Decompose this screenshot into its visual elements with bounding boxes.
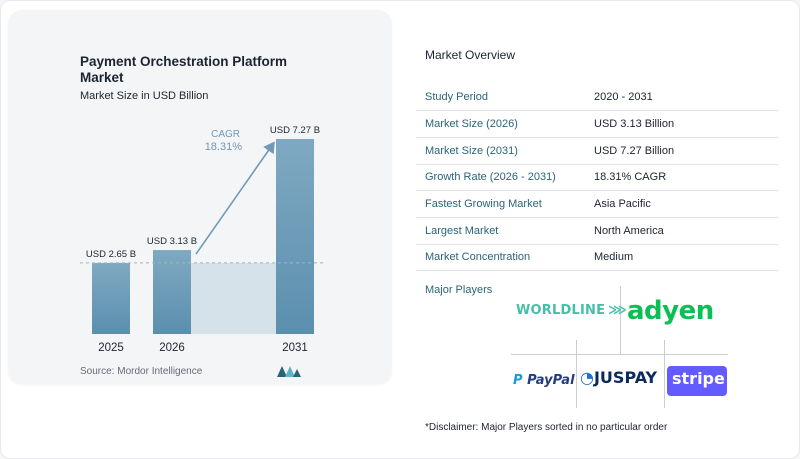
growth-shade (191, 262, 276, 334)
chart-title: Payment Orchestration Platform Market (80, 54, 288, 85)
paypal-logo-text: PayPal (527, 373, 575, 388)
overview-key: Fastest Growing Market (416, 190, 586, 218)
adyen-logo: adyen (627, 296, 714, 326)
overview-value: Medium (586, 244, 778, 272)
logo-grid-divider (576, 340, 577, 408)
bar-2031 (276, 139, 314, 334)
worldline-logo-text: WORLDLINE (516, 303, 606, 318)
paypal-mark-icon: P (513, 373, 523, 388)
logo-grid-divider (664, 340, 665, 408)
logo-grid-divider (511, 354, 728, 355)
worldline-mark-icon: ⋙ (608, 303, 627, 318)
juspay-logo: ◔JUSPAY (580, 368, 657, 387)
bar-chart: USD 2.65 B USD 3.13 B USD 7.27 B 2025 2026 20… (80, 125, 326, 354)
cagr-label: CAGR (211, 129, 240, 140)
disclaimer: *Disclaimer: Major Players sorted in no … (425, 422, 668, 433)
data-label: USD 2.65 B (86, 249, 136, 260)
table-row: Market Size (2026) USD 3.13 Billion (416, 110, 778, 138)
cagr-arrow (195, 141, 275, 255)
overview-table: Study Period 2020 - 2031 Market Size (202… (416, 84, 778, 272)
stripe-logo: stripe (667, 366, 727, 396)
table-row: Study Period 2020 - 2031 (416, 84, 778, 112)
table-row: Growth Rate (2026 - 2031) 18.31% CAGR (416, 164, 778, 192)
overview-title: Market Overview (425, 48, 516, 62)
data-label: USD 7.27 B (270, 125, 320, 136)
x-tick-label: 2025 (98, 342, 124, 354)
overview-value: USD 7.27 Billion (586, 137, 778, 165)
overview-key: Growth Rate (2026 - 2031) (416, 164, 586, 192)
juspay-logo-text: JUSPAY (593, 368, 658, 387)
cagr-value: 18.31% (205, 141, 243, 153)
overview-key: Market Size (2026) (416, 110, 586, 138)
major-players-title: Major Players (425, 284, 493, 296)
worldline-logo: WORLDLINE ⋙ (516, 303, 627, 318)
overview-value: 18.31% CAGR (586, 164, 778, 192)
overview-key: Market Size (2031) (416, 137, 586, 165)
bar-2026 (153, 250, 191, 334)
juspay-mark-icon: ◔ (580, 368, 594, 387)
table-row: Market Size (2031) USD 7.27 Billion (416, 137, 778, 165)
overview-value: Asia Pacific (586, 190, 778, 218)
logo-grid-divider (620, 286, 621, 354)
data-label: USD 3.13 B (147, 236, 197, 247)
mordor-logo-icon (277, 366, 301, 377)
overview-key: Market Concentration (416, 244, 586, 272)
overview-value: USD 3.13 Billion (586, 110, 778, 138)
source-note: Source: Mordor Intelligence (80, 366, 203, 377)
table-row: Fastest Growing Market Asia Pacific (416, 190, 778, 218)
x-tick-label: 2026 (159, 342, 185, 354)
chart-subtitle: Market Size in USD Billion (80, 90, 209, 102)
table-row: Market Concentration Medium (416, 244, 778, 272)
table-row: Largest Market North America (416, 217, 778, 245)
bar-2025 (92, 262, 130, 334)
overview-key: Study Period (416, 84, 586, 112)
overview-value: North America (586, 217, 778, 245)
x-tick-label: 2031 (282, 342, 308, 354)
overview-key: Largest Market (416, 217, 586, 245)
paypal-logo: P PayPal (513, 373, 575, 388)
overview-value: 2020 - 2031 (586, 84, 778, 112)
